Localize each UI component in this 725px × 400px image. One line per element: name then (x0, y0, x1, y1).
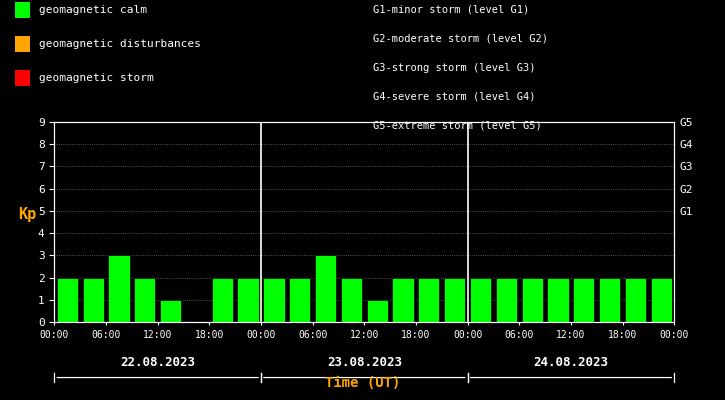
Bar (263, 278, 284, 322)
Bar (444, 278, 465, 322)
Text: geomagnetic calm: geomagnetic calm (39, 5, 147, 15)
Text: geomagnetic disturbances: geomagnetic disturbances (39, 39, 201, 49)
Bar (599, 278, 621, 322)
Bar (315, 255, 336, 322)
Bar (289, 278, 310, 322)
Text: 24.08.2023: 24.08.2023 (534, 356, 608, 370)
Text: G5-extreme storm (level G5): G5-extreme storm (level G5) (373, 120, 542, 130)
Bar (367, 300, 388, 322)
Bar (496, 278, 517, 322)
Bar (212, 278, 233, 322)
Text: G3-strong storm (level G3): G3-strong storm (level G3) (373, 63, 536, 73)
Bar (134, 278, 155, 322)
Text: G1-minor storm (level G1): G1-minor storm (level G1) (373, 5, 530, 15)
Bar (108, 255, 130, 322)
Text: Time (UT): Time (UT) (325, 376, 400, 390)
Bar (341, 278, 362, 322)
Text: G4-severe storm (level G4): G4-severe storm (level G4) (373, 91, 536, 101)
Y-axis label: Kp: Kp (17, 207, 36, 222)
Bar (547, 278, 568, 322)
Text: 22.08.2023: 22.08.2023 (120, 356, 195, 370)
Bar (418, 278, 439, 322)
Bar (573, 278, 594, 322)
Text: geomagnetic storm: geomagnetic storm (39, 73, 154, 83)
Bar (521, 278, 543, 322)
Bar (238, 278, 259, 322)
Bar (470, 278, 491, 322)
Text: 23.08.2023: 23.08.2023 (327, 356, 402, 370)
Bar (160, 300, 181, 322)
Bar (83, 278, 104, 322)
Bar (651, 278, 672, 322)
Bar (392, 278, 414, 322)
Bar (57, 278, 78, 322)
Bar (625, 278, 646, 322)
Text: G2-moderate storm (level G2): G2-moderate storm (level G2) (373, 34, 548, 44)
